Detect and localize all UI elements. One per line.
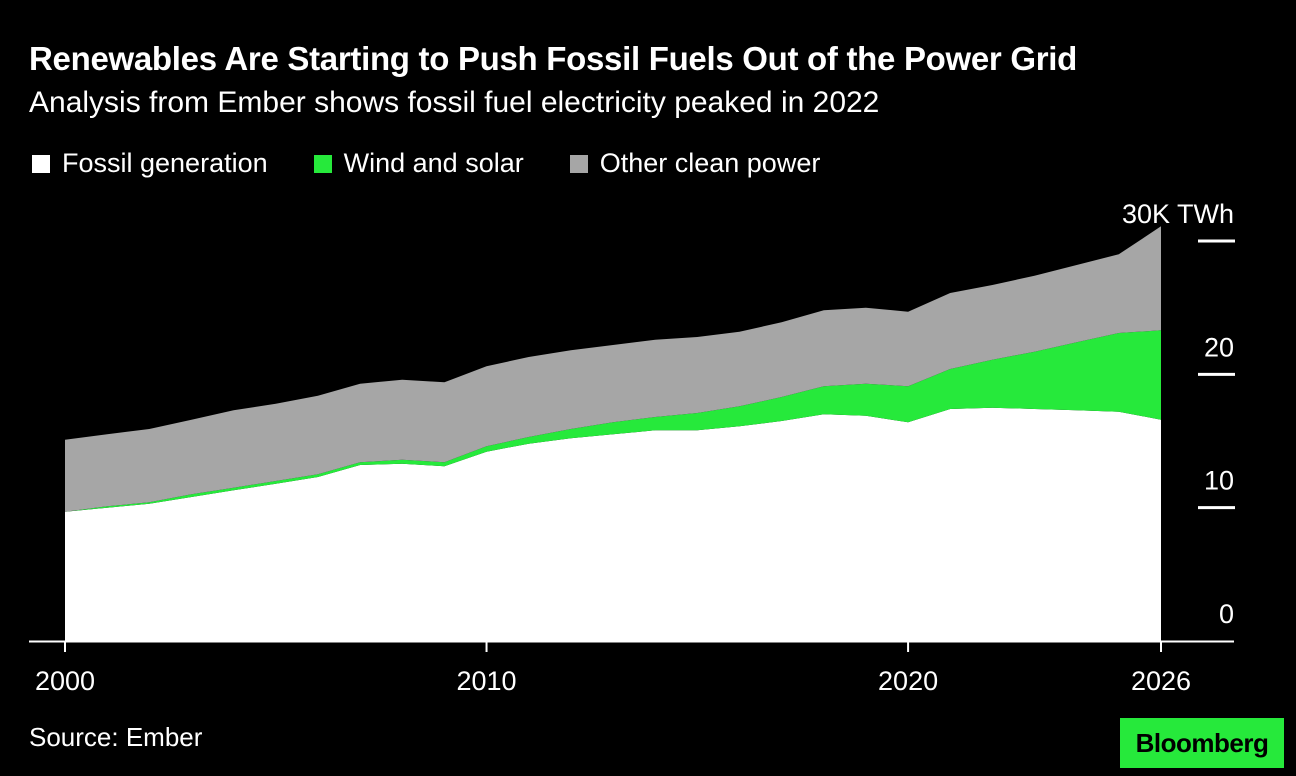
y-tick-label: 30K TWh (1122, 199, 1234, 229)
legend-swatch-fossil (32, 154, 50, 173)
chart-title: Renewables Are Starting to Push Fossil F… (29, 40, 1077, 77)
area-series-wind-and-solar (65, 330, 1161, 512)
source-note: Source: Ember (29, 722, 203, 752)
x-tick-label: 2020 (878, 666, 938, 696)
legend-label-wind-solar: Wind and solar (343, 148, 524, 178)
y-tick-label: 20 (1204, 332, 1234, 362)
legend-swatch-other-clean (569, 154, 588, 173)
area-layers (65, 226, 1161, 641)
chart-legend: Fossil generation Wind and solar Other c… (32, 148, 866, 179)
x-tick-label: 2010 (456, 666, 516, 696)
x-tick-label: 2026 (1131, 666, 1191, 696)
chart-subtitle: Analysis from Ember shows fossil fuel el… (29, 86, 880, 119)
legend-label-fossil: Fossil generation (62, 148, 268, 178)
y-tick-label: 10 (1204, 466, 1234, 496)
area-series-fossil-generation (65, 407, 1161, 641)
legend-item-wind-solar: Wind and solar (313, 148, 524, 179)
area-series-other-clean-power (65, 226, 1161, 512)
legend-label-other-clean: Other clean power (599, 148, 821, 178)
legend-swatch-wind-solar (313, 154, 332, 173)
x-tick-label: 2000 (35, 666, 95, 696)
legend-item-other-clean: Other clean power (569, 148, 821, 179)
bloomberg-logo: Bloomberg (1120, 718, 1284, 768)
y-tick-label: 0 (1219, 599, 1234, 629)
legend-item-fossil: Fossil generation (32, 148, 268, 179)
